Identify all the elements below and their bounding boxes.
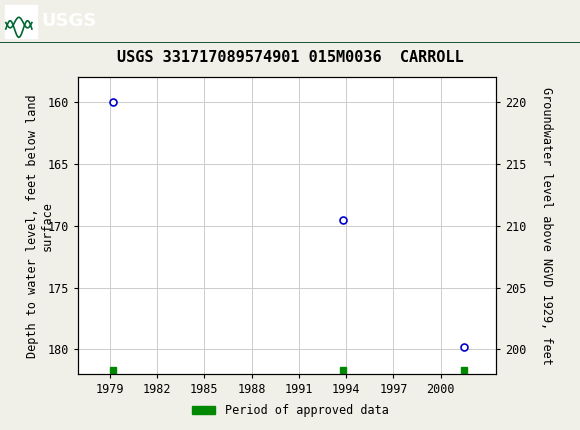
- Text: USGS 331717089574901 015M0036  CARROLL: USGS 331717089574901 015M0036 CARROLL: [117, 49, 463, 64]
- FancyBboxPatch shape: [5, 5, 37, 38]
- Y-axis label: Groundwater level above NGVD 1929, feet: Groundwater level above NGVD 1929, feet: [540, 87, 553, 365]
- Y-axis label: Depth to water level, feet below land
surface: Depth to water level, feet below land su…: [26, 94, 53, 358]
- Text: USGS: USGS: [42, 12, 97, 31]
- Legend: Period of approved data: Period of approved data: [187, 399, 393, 422]
